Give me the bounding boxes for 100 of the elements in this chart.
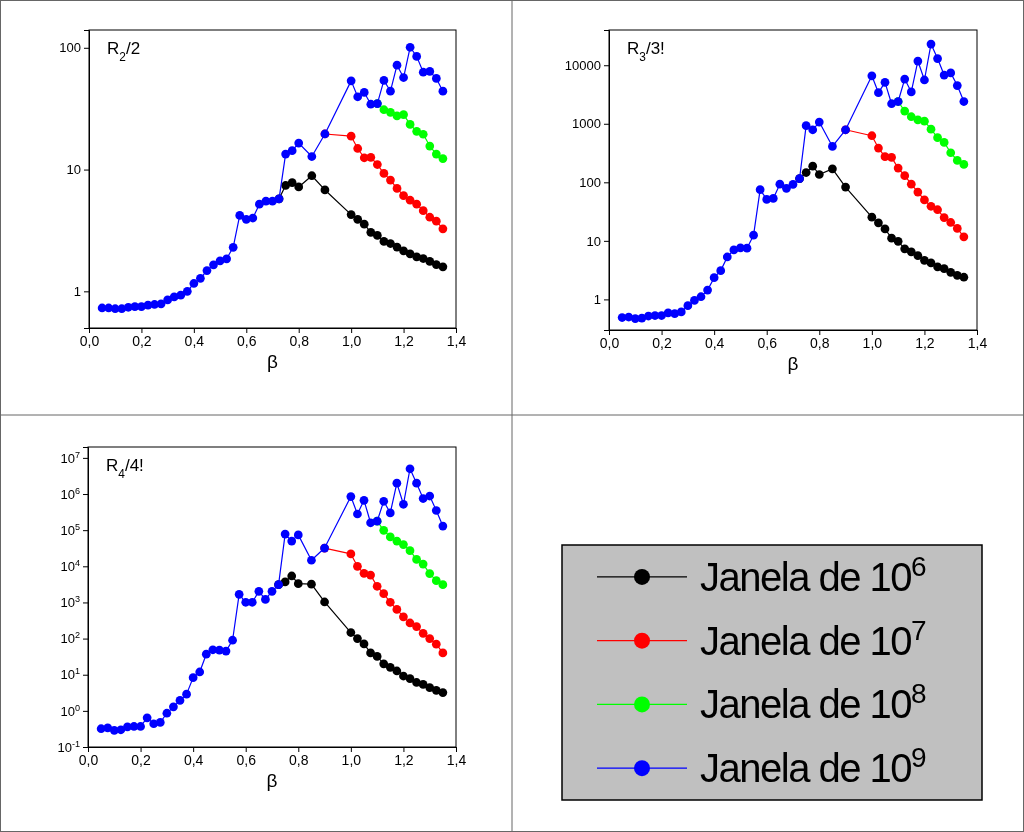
point: [346, 492, 356, 501]
point: [906, 87, 916, 97]
x-tick-label: 0,8: [289, 751, 309, 768]
point: [261, 595, 270, 604]
legend-label: Janela de 10$^{6}$: [700, 550, 927, 599]
point: [418, 559, 428, 569]
point: [952, 81, 962, 90]
point: [399, 540, 408, 549]
point: [353, 144, 363, 153]
point: [399, 499, 408, 509]
point: [189, 279, 199, 288]
point: [392, 478, 402, 488]
point: [906, 247, 916, 257]
point: [880, 78, 890, 87]
point: [293, 579, 303, 589]
x-tick-label: 1,2: [394, 751, 414, 768]
point: [952, 224, 962, 233]
y-tick-label: 10$^{-1}$: [57, 738, 80, 755]
point: [438, 648, 448, 658]
point: [353, 92, 363, 102]
point: [425, 569, 435, 578]
y-tick-label: 10$^{1}$: [60, 666, 80, 683]
point: [814, 117, 824, 127]
x-axis-title: β: [787, 353, 799, 374]
point: [438, 688, 448, 697]
point: [716, 266, 726, 275]
point: [228, 635, 237, 645]
point: [293, 530, 303, 540]
y-tick-label: 1000: [572, 116, 601, 132]
point: [399, 246, 408, 256]
y-tick-label: 1: [73, 284, 81, 299]
y-tick-label: 100: [579, 174, 601, 190]
point: [379, 496, 389, 506]
x-axis-title: β: [266, 770, 278, 791]
point: [801, 168, 811, 177]
x-tick-label: 0,8: [289, 332, 310, 349]
y-tick-label: 10000: [564, 57, 601, 73]
point: [196, 273, 205, 283]
x-tick-label: 1,4: [967, 334, 988, 351]
x-tick-label: 0,6: [237, 332, 257, 349]
x-tick-label: 0,6: [236, 751, 257, 768]
point: [801, 121, 811, 130]
x-tick-label: 1,0: [341, 332, 362, 349]
point: [959, 160, 969, 169]
point: [676, 307, 686, 317]
point: [782, 183, 791, 193]
point: [425, 491, 435, 501]
point: [900, 106, 910, 116]
point: [405, 195, 415, 205]
point: [438, 154, 448, 163]
point: [749, 230, 758, 240]
point: [920, 116, 929, 126]
y-tick-label: 10$^{6}$: [60, 485, 80, 502]
point: [307, 579, 316, 589]
point: [163, 295, 173, 305]
point: [788, 180, 798, 189]
point: [906, 179, 916, 189]
point: [926, 39, 936, 49]
point: [418, 680, 428, 689]
point: [946, 267, 956, 277]
point: [926, 258, 936, 268]
point: [379, 169, 389, 178]
point: [392, 666, 402, 676]
point: [385, 508, 395, 518]
point: [307, 171, 317, 181]
point: [353, 634, 362, 643]
point: [900, 74, 910, 84]
point: [900, 171, 910, 181]
point: [913, 187, 923, 197]
point: [175, 696, 185, 705]
point: [281, 149, 290, 159]
point: [155, 718, 165, 727]
point: [136, 722, 145, 731]
point: [412, 555, 421, 564]
point: [320, 597, 329, 607]
y-tick-label: 10$^{5}$: [60, 521, 80, 538]
x-tick-label: 1,4: [446, 332, 467, 349]
point: [412, 478, 421, 488]
y-tick-label: 100: [59, 40, 81, 56]
point: [353, 215, 363, 224]
y-tick-label: 1: [593, 292, 601, 308]
y-tick-label: 10$^{3}$: [60, 594, 80, 611]
point: [952, 156, 962, 165]
point: [399, 110, 408, 119]
point: [405, 464, 415, 474]
x-tick-label: 0,2: [132, 332, 152, 349]
point: [438, 86, 448, 96]
point: [182, 689, 191, 699]
point: [874, 88, 883, 98]
point: [438, 521, 448, 531]
point: [201, 649, 211, 659]
point: [913, 251, 923, 260]
point: [385, 662, 395, 672]
point: [913, 56, 923, 66]
point: [202, 266, 212, 275]
point: [405, 546, 415, 556]
point: [385, 597, 395, 607]
point: [418, 129, 428, 139]
point: [926, 201, 936, 211]
x-tick-label: 0,2: [131, 751, 152, 768]
